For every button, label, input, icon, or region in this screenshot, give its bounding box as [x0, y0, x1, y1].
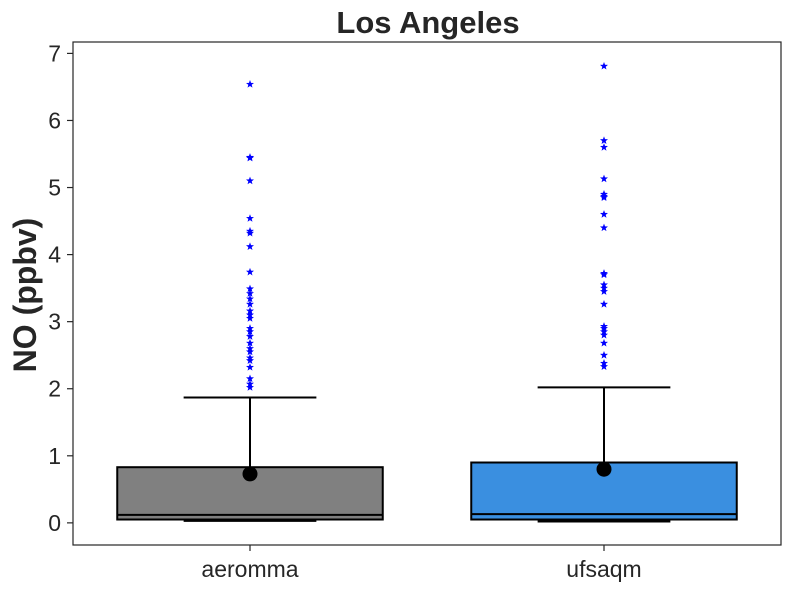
outlier-point	[246, 347, 254, 356]
outlier-point	[600, 269, 608, 277]
outlier-point	[246, 176, 254, 185]
outlier-point	[600, 280, 608, 289]
outlier-point	[246, 332, 254, 340]
outlier-point	[600, 300, 608, 308]
y-tick-label: 1	[48, 443, 61, 469]
y-tick-label: 2	[48, 376, 61, 402]
outlier-point	[246, 214, 254, 222]
outlier-point	[246, 294, 254, 303]
outlier-point	[600, 136, 608, 144]
outlier-point	[600, 327, 608, 336]
y-tick-label: 4	[48, 242, 61, 268]
y-tick-label: 3	[48, 309, 61, 335]
outlier-point	[246, 289, 254, 297]
outlier-point	[600, 283, 608, 292]
plot-frame	[72, 41, 782, 546]
outlier-point	[246, 379, 254, 388]
outlier-point	[600, 190, 608, 198]
mean-marker	[596, 461, 612, 477]
outlier-point	[246, 327, 254, 336]
outlier-point	[246, 310, 254, 319]
y-tick-label: 0	[48, 510, 61, 536]
outlier-point	[246, 242, 254, 250]
y-axis-label: NO (ppbv)	[7, 218, 43, 373]
outlier-point	[600, 359, 608, 367]
outlier-point	[246, 226, 254, 235]
outlier-point	[600, 210, 608, 218]
outlier-point	[600, 174, 608, 183]
outlier-point	[600, 330, 608, 339]
y-tick-label: 7	[48, 40, 61, 66]
outlier-point	[246, 324, 254, 332]
outlier-point	[246, 300, 254, 308]
outlier-point	[600, 351, 608, 359]
outlier-point	[600, 338, 608, 347]
outlier-point	[246, 314, 254, 322]
chart-title: Los Angeles	[336, 5, 519, 40]
outlier-point	[246, 353, 254, 362]
outlier-point	[246, 374, 254, 383]
outlier-point	[246, 80, 254, 88]
outlier-point	[246, 344, 254, 352]
outlier-point	[246, 284, 254, 293]
outlier-point	[246, 383, 254, 391]
outlier-point	[600, 287, 608, 295]
outlier-point	[246, 306, 254, 315]
outlier-point	[246, 267, 254, 276]
y-tick-label: 6	[48, 107, 61, 133]
outlier-point	[246, 356, 254, 364]
mean-marker	[242, 466, 258, 482]
outlier-point	[246, 153, 254, 161]
x-tick-label: ufsaqm	[566, 556, 641, 582]
x-tick-label: aeromma	[201, 556, 298, 582]
outlier-point	[600, 61, 608, 70]
outlier-point	[246, 363, 254, 371]
outlier-point	[600, 362, 608, 370]
outlier-point	[600, 143, 608, 151]
outlier-point	[246, 338, 254, 347]
outlier-point	[600, 223, 608, 232]
outlier-point	[600, 322, 608, 330]
y-tick-label: 5	[48, 175, 61, 201]
box-aeromma	[116, 466, 384, 521]
